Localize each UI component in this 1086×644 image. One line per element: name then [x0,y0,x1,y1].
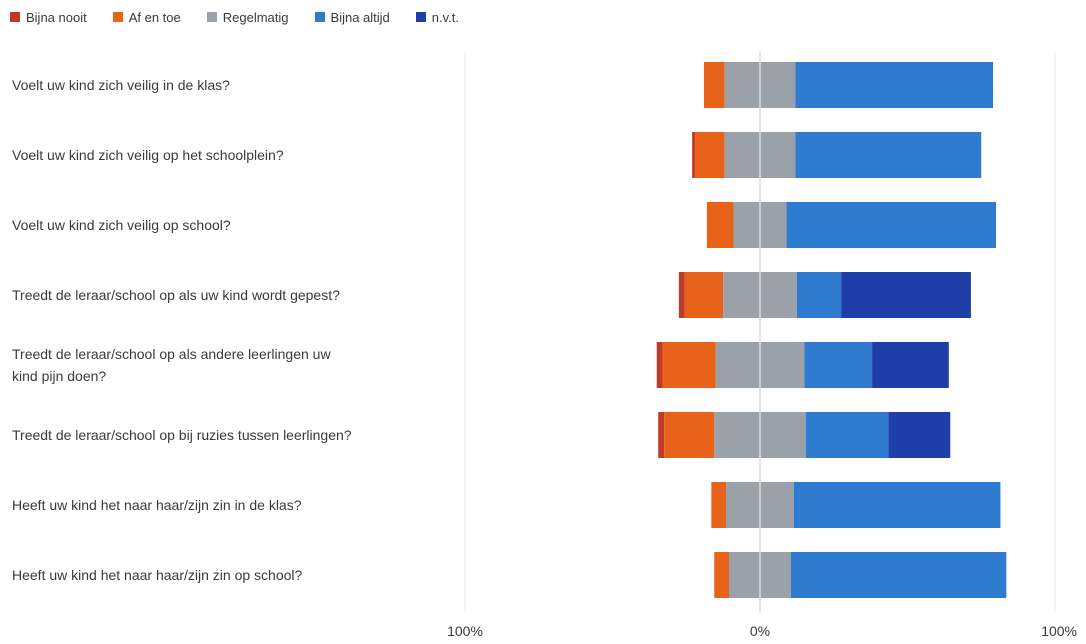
bar-bijna-altijd-row-6 [805,412,889,458]
legend-label-nvt: n.v.t. [431,9,460,25]
legend-swatch-bijna-altijd [314,12,325,22]
legend-item-af-en-toe[interactable]: Af en toe [112,9,181,25]
bar-bijna-nooit-row-4 [678,272,685,318]
category-label: Heeft uw kind het naar haar/zijn zin in … [12,497,302,513]
legend-item-bijna-altijd[interactable]: Bijna altijd [314,9,390,25]
legend-label-af-en-toe: Af en toe [128,9,181,25]
bar-bijna-nooit-row-5 [656,342,663,388]
category-label: Treedt de leraar/school op als uw kind w… [12,287,340,303]
bar-bijna-altijd-row-1 [795,62,994,108]
bar-af-en-toe-row-8 [714,552,730,598]
legend-swatch-af-en-toe [112,12,123,22]
chart-legend: Bijna nooit Af en toe Regelmatig Bijna a… [10,6,485,28]
bar-n-v-t-row-6 [888,412,951,458]
x-tick-label-0: 100% [447,623,483,639]
bar-bijna-nooit-row-6 [658,412,665,458]
bar-af-en-toe-row-6 [664,412,715,458]
legend-swatch-regelmatig [206,12,217,22]
bar-n-v-t-row-4 [841,272,971,318]
bar-bijna-altijd-row-8 [790,552,1007,598]
bar-bijna-altijd-row-4 [796,272,842,318]
x-tick-label-2: 100% [1041,623,1077,639]
category-label: Voelt uw kind zich veilig op school? [12,217,231,233]
bar-af-en-toe-row-3 [706,202,734,248]
bar-af-en-toe-row-1 [703,62,725,108]
x-tick-label-1: 0% [750,623,770,639]
bar-af-en-toe-row-7 [711,482,727,528]
category-label: Treedt de leraar/school op als andere le… [12,346,331,384]
legend-label-bijna-nooit: Bijna nooit [26,9,87,25]
bar-bijna-altijd-row-2 [795,132,982,178]
legend-swatch-nvt [415,12,426,22]
bar-n-v-t-row-5 [872,342,949,388]
category-label: Voelt uw kind zich veilig in de klas? [12,77,230,93]
category-label: Treedt de leraar/school op bij ruzies tu… [12,427,352,443]
legend-swatch-bijna-nooit [10,12,20,22]
legend-item-regelmatig[interactable]: Regelmatig [206,9,289,25]
bar-bijna-nooit-row-2 [692,132,696,178]
category-label: Heeft uw kind het naar haar/zijn zin op … [12,567,302,583]
bar-af-en-toe-row-5 [662,342,716,388]
bar-bijna-altijd-row-5 [804,342,873,388]
bar-bijna-altijd-row-3 [786,202,996,248]
legend-item-nvt[interactable]: n.v.t. [415,9,460,25]
legend-item-bijna-nooit[interactable]: Bijna nooit [10,10,87,25]
bar-af-en-toe-row-4 [684,272,724,318]
bar-bijna-altijd-row-7 [793,482,1001,528]
category-label: Voelt uw kind zich veilig op het schoolp… [12,147,284,163]
legend-label-regelmatig: Regelmatig [222,9,289,25]
legend-label-bijna-altijd: Bijna altijd [330,9,390,25]
bar-af-en-toe-row-2 [695,132,725,178]
